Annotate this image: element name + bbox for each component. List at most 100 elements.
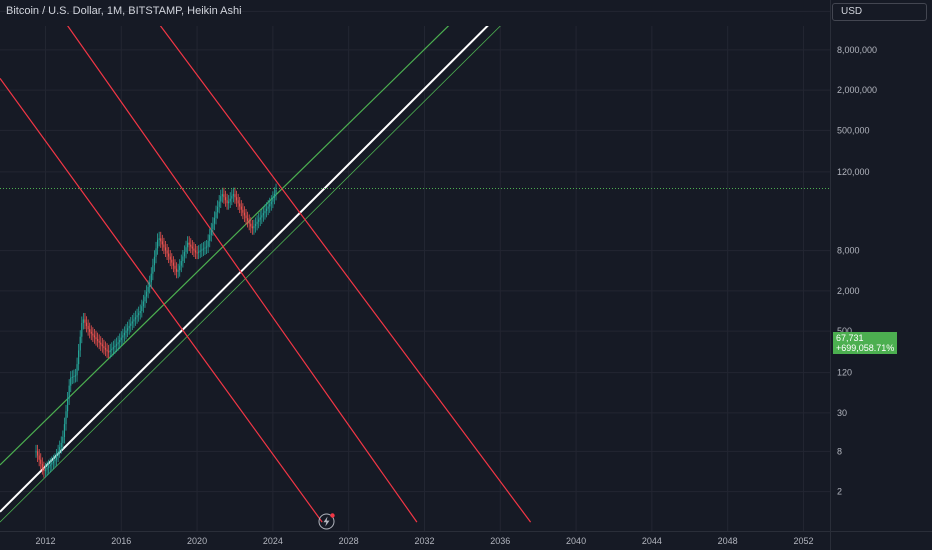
candle-body [35,451,37,453]
candle-body [55,455,58,460]
lightning-bolt-icon[interactable] [318,513,335,530]
candle-body [261,215,263,218]
candle-body [234,194,236,198]
candle-body [46,467,48,470]
candle-body [228,201,230,204]
candle-body [169,256,171,260]
candle-body [84,319,86,323]
candle-body [187,242,189,248]
candle-body [43,468,45,472]
candle-body [101,344,103,347]
candle-body [275,190,277,194]
y-tick-label: 8,000 [837,246,860,256]
candle-body [218,201,220,207]
candle-body [108,351,110,353]
candle-body [210,229,212,236]
candle-body [172,262,174,266]
candle-body [122,335,124,338]
candle-body [38,455,40,460]
y-tick-label: 2 [837,487,842,497]
candle-body [149,282,151,287]
candle-body [158,238,160,240]
candle-body [163,244,165,248]
trend-line-2 [0,26,501,523]
candle-body [232,194,234,196]
candle-body [245,215,247,219]
candle-body [215,212,217,218]
candle-body [269,204,271,207]
candle-body [217,206,219,213]
candle-body [235,197,238,201]
candle-body [177,270,179,272]
y-tick-label: 120,000 [837,167,870,177]
candle-body [144,296,146,302]
x-tick-label: 2032 [414,536,434,546]
candle-body [82,319,84,323]
candle-body [150,273,152,283]
x-tick-label: 2044 [642,536,662,546]
last-price-value: 67,731 [836,333,864,343]
candle-body [272,197,274,202]
candle-body [111,348,113,351]
candle-body [254,223,257,227]
candle-body [220,196,222,202]
candle-body [62,436,64,443]
candle-body [256,221,258,224]
candle-body [119,339,121,343]
y-tick-label: 2,000 [837,286,860,296]
candle-body [248,220,250,224]
candle-body [44,469,47,472]
candle-body [85,322,88,326]
candle-body [117,342,119,345]
candle-body [65,411,67,425]
candle-body [92,333,94,336]
candle-body [36,451,39,456]
candle-body [273,193,276,198]
candle-body [115,344,118,346]
candle-body [166,250,168,254]
candle-body [190,244,192,247]
candle-body [145,291,148,297]
candle-body [259,217,261,220]
candle-body [185,247,187,252]
candle-body [68,385,70,399]
candle-body [125,330,127,333]
candle-body [74,375,77,377]
candle-body [213,217,216,224]
candle-body [174,265,176,269]
candle-body [161,241,163,245]
candle-body [139,311,141,314]
candle-body [250,223,252,227]
candle-body [48,466,50,468]
x-tick-label: 2016 [111,536,131,546]
x-tick-label: 2048 [718,536,738,546]
candle-body [205,246,208,248]
candle-body [49,464,51,467]
candle-body [153,256,156,266]
candle-body [242,209,244,213]
candle-body [123,332,126,336]
candle-body [71,376,73,378]
candle-body [52,461,54,463]
candle-body [193,248,195,251]
candle-body [270,201,272,205]
candle-body [104,347,107,350]
candle-body [54,459,56,462]
candle-body [57,451,59,456]
x-tick-label: 2036 [490,536,510,546]
candle-body [209,235,211,241]
candle-body [136,315,138,318]
candle-body [204,247,206,249]
candle-body [41,463,43,469]
candle-body [196,252,198,254]
candle-body [221,194,223,197]
candle-body [251,226,253,229]
candle-body [191,246,193,249]
candle-body [194,250,197,253]
candle-body [199,250,201,252]
candle-body [262,213,265,216]
candle-body [229,198,231,202]
currency-selector[interactable]: USD [832,3,927,21]
x-tick-label: 2040 [566,536,586,546]
